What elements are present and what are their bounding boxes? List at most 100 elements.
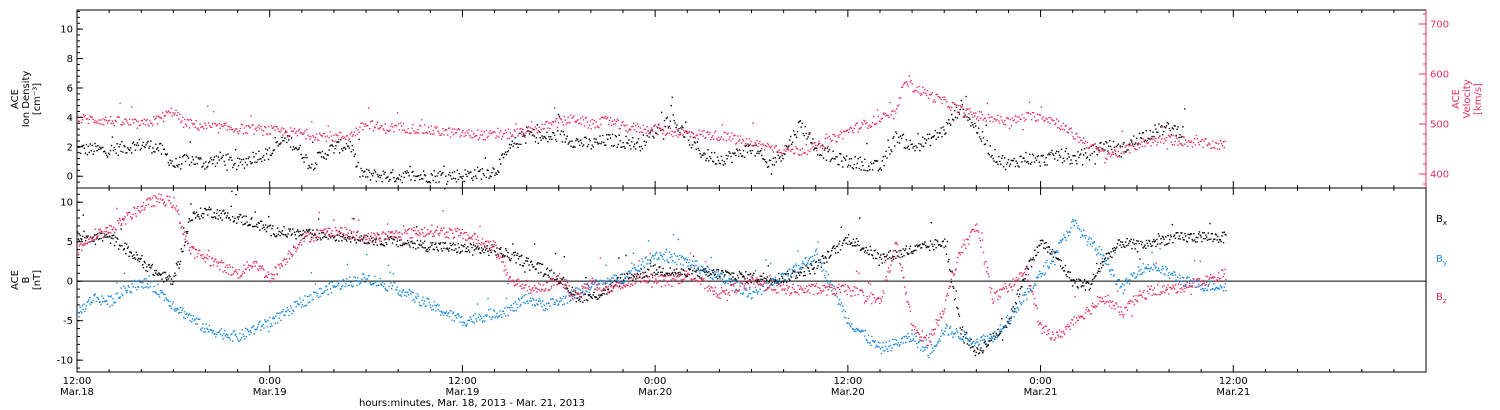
data-point (1133, 135, 1135, 137)
data-point (288, 135, 290, 137)
data-point (120, 150, 122, 152)
data-point (493, 168, 495, 170)
data-point (184, 160, 187, 163)
data-point (421, 177, 423, 180)
data-point (998, 120, 1000, 122)
data-point (635, 278, 637, 280)
data-point (709, 131, 711, 134)
data-point (1199, 234, 1201, 236)
data-point (588, 294, 590, 297)
data-point (475, 135, 477, 137)
data-point (352, 236, 354, 238)
data-point (83, 230, 85, 233)
data-point (839, 240, 841, 242)
data-point (800, 154, 802, 156)
data-point (924, 244, 927, 247)
data-point (911, 83, 913, 85)
data-point (185, 154, 188, 156)
data-point (948, 119, 950, 121)
data-point (705, 136, 707, 139)
data-point (388, 238, 390, 241)
data-point (881, 117, 883, 120)
data-point (382, 281, 384, 283)
data-point (351, 286, 353, 288)
data-point (1038, 245, 1040, 247)
data-point (657, 271, 659, 274)
data-point (290, 307, 292, 309)
data-point (770, 283, 773, 285)
data-point (915, 145, 917, 147)
data-point (299, 132, 301, 134)
data-point (298, 147, 300, 149)
data-point (370, 120, 373, 122)
data-point (151, 152, 153, 154)
data-point (557, 304, 559, 306)
data-point (961, 103, 963, 106)
data-point (594, 279, 597, 281)
data-point (78, 316, 80, 318)
data-point (417, 175, 419, 177)
data-point (476, 166, 479, 169)
data-point (440, 134, 442, 136)
data-point (733, 272, 735, 274)
data-point (462, 130, 464, 132)
data-point (1160, 141, 1162, 143)
data-point (291, 312, 293, 315)
data-point (402, 244, 404, 246)
data-point (1098, 268, 1100, 270)
data-point (824, 277, 826, 279)
data-point (800, 268, 802, 271)
data-point (1055, 122, 1057, 125)
data-point (1061, 162, 1064, 164)
data-point (867, 170, 869, 172)
data-point (598, 142, 600, 144)
data-point (227, 125, 229, 127)
data-point (649, 131, 651, 134)
data-point (387, 264, 390, 266)
data-point (766, 142, 769, 145)
data-point (1185, 240, 1188, 242)
data-point (947, 106, 949, 108)
data-point (826, 137, 829, 139)
data-point (453, 171, 456, 173)
data-point (666, 132, 669, 134)
data-point (640, 131, 643, 133)
data-point (944, 133, 946, 135)
data-point (715, 271, 717, 273)
data-point (967, 119, 969, 121)
data-point (935, 247, 937, 249)
data-point (724, 163, 726, 165)
data-point (442, 172, 444, 174)
data-point (878, 120, 881, 122)
data-point (129, 149, 131, 151)
data-point (898, 136, 900, 138)
data-point (432, 129, 434, 132)
data-point (1058, 154, 1061, 157)
data-point (859, 217, 861, 219)
data-point (461, 131, 463, 134)
data-point (1144, 145, 1146, 147)
data-point (714, 273, 716, 276)
data-point (194, 318, 196, 320)
data-point (787, 147, 789, 149)
data-point (1040, 242, 1042, 245)
data-point (960, 333, 962, 335)
y-axis-label: ACE (10, 89, 21, 109)
data-point (929, 240, 932, 242)
data-point (417, 295, 419, 297)
data-point (361, 122, 363, 124)
data-point (110, 237, 113, 239)
data-point (178, 312, 180, 314)
data-point (121, 141, 123, 143)
data-point (836, 245, 838, 247)
data-point (643, 267, 646, 269)
data-point (377, 176, 379, 178)
data-point (852, 238, 855, 240)
data-point (792, 130, 795, 132)
data-point (94, 293, 97, 295)
data-point (302, 156, 304, 159)
data-point (558, 115, 561, 117)
data-point (93, 234, 96, 236)
data-point (160, 292, 162, 294)
data-point (945, 245, 947, 247)
